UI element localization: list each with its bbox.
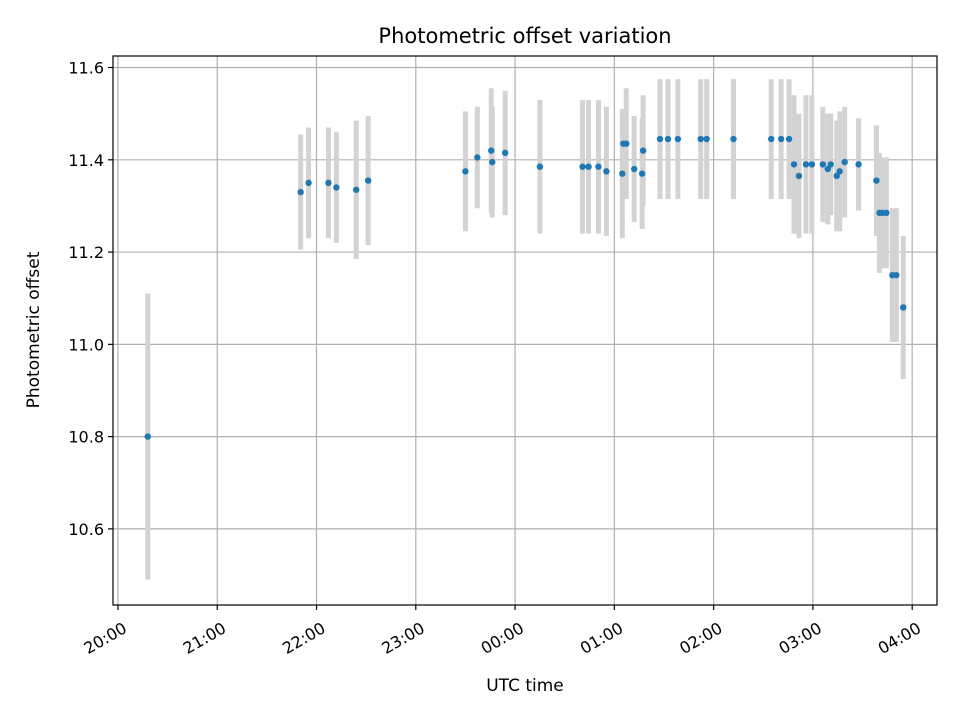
data-point <box>325 179 332 187</box>
data-point <box>785 135 793 143</box>
data-point <box>536 163 544 170</box>
data-point <box>489 158 496 166</box>
data-point <box>836 168 843 175</box>
y-tick-label: 11.2 <box>68 243 104 262</box>
data-point <box>819 161 827 168</box>
data-point <box>777 135 785 143</box>
data-point <box>144 433 151 440</box>
data-point <box>656 135 664 143</box>
data-point <box>619 170 626 177</box>
data-point <box>697 135 704 143</box>
data-point <box>585 163 592 170</box>
y-tick-label: 11.6 <box>68 59 104 78</box>
data-point <box>883 209 890 217</box>
data-point <box>674 135 682 143</box>
y-axis-ticks: 10.6 10.8 11.0 11.2 11.4 11.6 <box>68 59 113 539</box>
x-axis-label: UTC time <box>486 676 564 696</box>
data-point <box>333 184 340 191</box>
plot-frame <box>112 55 938 606</box>
data-point <box>638 170 646 177</box>
data-point <box>488 147 495 154</box>
data-point <box>768 135 775 143</box>
data-point <box>703 135 710 143</box>
chart-title: Photometric offset variation <box>378 24 671 48</box>
data-point <box>893 271 900 279</box>
data-point <box>462 168 469 175</box>
data-point <box>305 179 312 187</box>
y-tick-label: 11.4 <box>68 151 104 170</box>
data-point <box>353 186 360 193</box>
data-point <box>802 161 810 168</box>
data-point <box>808 161 816 168</box>
data-point <box>639 147 647 154</box>
data-point <box>841 158 848 166</box>
data-point <box>833 172 840 180</box>
y-tick-label: 10.8 <box>68 428 104 447</box>
data-point <box>855 161 862 168</box>
data-point <box>297 188 304 196</box>
data-point <box>501 149 509 157</box>
data-point <box>790 161 798 168</box>
data-point <box>474 154 481 161</box>
y-tick-label: 11.0 <box>68 335 104 354</box>
data-point <box>664 135 672 143</box>
data-point <box>730 135 737 143</box>
data-point <box>623 140 630 147</box>
data-point <box>795 172 803 180</box>
data-point <box>824 165 831 173</box>
data-point <box>364 177 372 184</box>
data-point <box>631 165 638 173</box>
data-point <box>579 163 586 170</box>
data-points <box>144 135 907 440</box>
y-axis-label: Photometric offset <box>24 251 44 408</box>
data-point <box>873 177 880 184</box>
data-point <box>603 168 610 175</box>
data-point <box>827 161 834 168</box>
data-point <box>900 304 907 311</box>
data-point <box>595 163 602 170</box>
y-tick-label: 10.6 <box>68 520 104 539</box>
